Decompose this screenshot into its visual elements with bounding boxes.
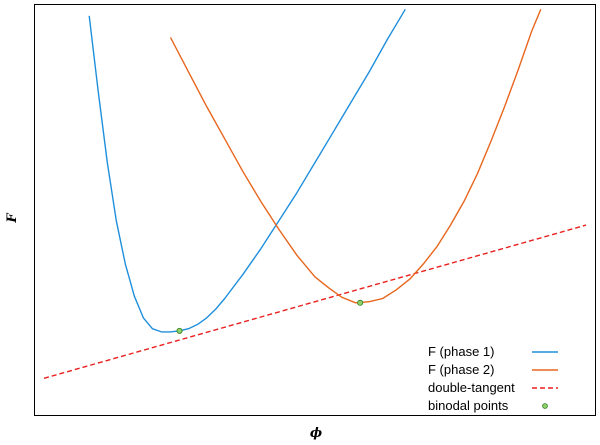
binodal-points-point-1 bbox=[176, 327, 183, 334]
binodal-points-point-2 bbox=[357, 299, 364, 306]
y-axis-label: F bbox=[5, 213, 20, 224]
x-axis-label: ϕ bbox=[310, 426, 322, 441]
legend-label-double-tangent: double-tangent bbox=[428, 380, 515, 395]
legend-label-f-phase-2: F (phase 2) bbox=[428, 362, 494, 377]
double-tangent-line bbox=[43, 224, 587, 379]
series-layer bbox=[43, 8, 587, 379]
plot-frame bbox=[34, 4, 596, 416]
legend-swatch-binodal-points bbox=[542, 403, 548, 409]
legend: F (phase 1) F (phase 2) double-tangent bino… bbox=[428, 344, 558, 413]
legend-label-f-phase-1: F (phase 1) bbox=[428, 344, 494, 359]
f-phase-2-line bbox=[169, 9, 542, 304]
legend-label-binodal-points: binodal points bbox=[428, 398, 509, 413]
f-phase-1-line bbox=[88, 8, 406, 333]
